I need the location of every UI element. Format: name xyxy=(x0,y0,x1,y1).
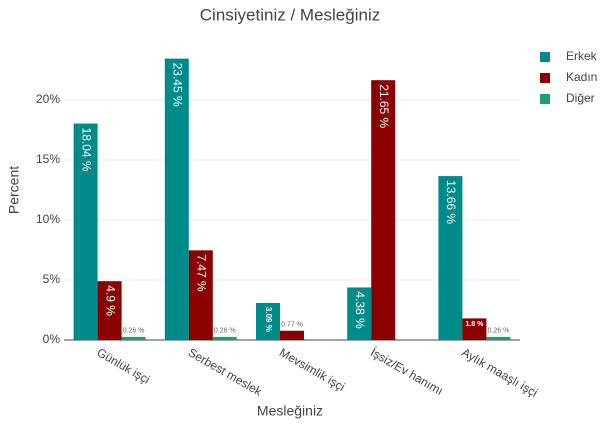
data-label: 7.47 % xyxy=(195,254,209,292)
bar xyxy=(438,176,463,340)
legend-swatch xyxy=(540,94,550,104)
data-label: 3.09 % xyxy=(264,307,273,332)
x-tick-label: Günlük işçi xyxy=(95,345,153,386)
data-label: 0.26 % xyxy=(123,328,145,335)
data-label: 4.38 % xyxy=(353,291,367,329)
data-label: 21.65 % xyxy=(377,84,391,128)
legend-swatch xyxy=(540,73,550,83)
bar xyxy=(256,302,280,340)
x-tick-label: Mevsimlik işçi xyxy=(277,345,348,394)
bar xyxy=(97,281,122,340)
bar xyxy=(188,250,213,340)
x-tick-label: İşsiz/Ev hanımı xyxy=(368,345,445,398)
bar xyxy=(280,330,304,340)
bar xyxy=(121,336,146,340)
data-label: 13.66 % xyxy=(444,180,458,224)
y-tick-label: 10% xyxy=(36,212,60,226)
x-tick-label: Aylık maaşlı işçi xyxy=(459,345,540,400)
data-label: 4.9 % xyxy=(103,285,117,316)
y-tick-label: 5% xyxy=(43,272,61,286)
data-label: 0.26 % xyxy=(214,328,236,335)
y-tick-label: 20% xyxy=(36,92,60,106)
y-tick-label: 0% xyxy=(43,332,61,346)
data-label: 23.45 % xyxy=(171,63,185,107)
data-label: 0.26 % xyxy=(488,328,510,335)
legend-label: Kadın xyxy=(566,70,597,84)
data-label: 18.04 % xyxy=(79,128,93,172)
bar xyxy=(371,80,396,340)
bar xyxy=(462,318,487,340)
legend-label: Erkek xyxy=(566,49,598,63)
legend-swatch xyxy=(540,52,550,62)
x-axis-title: Mesleğiniz xyxy=(257,403,323,419)
bar xyxy=(347,287,372,340)
bar xyxy=(212,336,237,340)
data-label: 1.8 % xyxy=(465,321,484,328)
x-tick-label: Serbest meslek xyxy=(186,345,265,399)
bar xyxy=(164,58,189,340)
bar xyxy=(486,336,511,340)
chart-title: Cinsiyetiniz / Mesleğiniz xyxy=(200,5,380,24)
data-label: 0.77 % xyxy=(281,322,303,329)
bar xyxy=(73,123,98,341)
legend-label: Diğer xyxy=(566,91,595,105)
y-tick-label: 15% xyxy=(36,152,60,166)
y-axis-title: Percent xyxy=(6,166,22,214)
